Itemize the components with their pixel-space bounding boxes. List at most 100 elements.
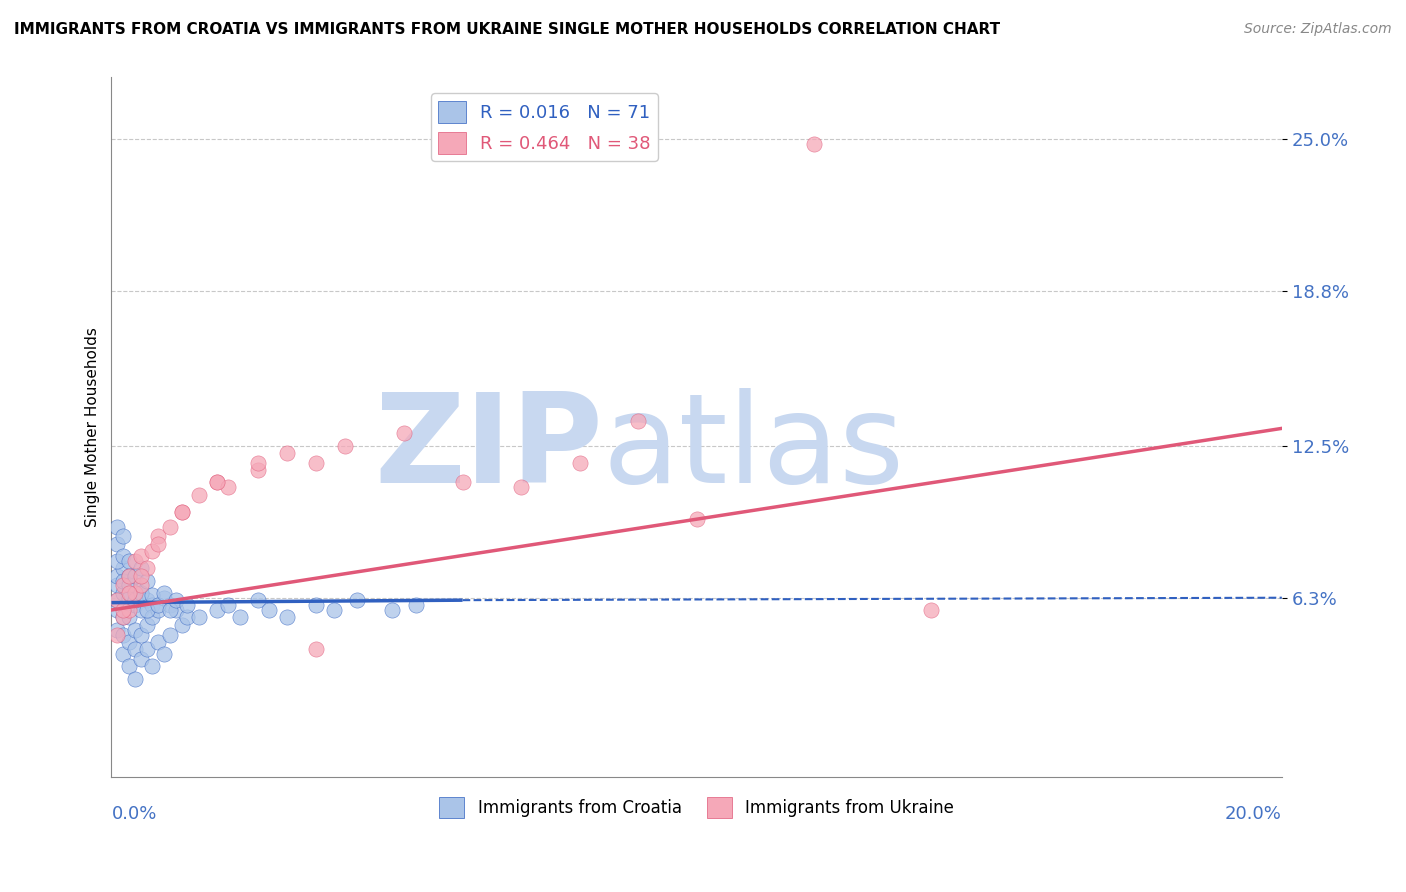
Point xyxy=(112,549,135,563)
Point xyxy=(188,488,211,502)
Point xyxy=(112,610,135,624)
Point xyxy=(276,610,298,624)
Point xyxy=(124,578,146,592)
Point xyxy=(105,593,128,607)
Point xyxy=(510,480,533,494)
Point xyxy=(165,593,187,607)
Point xyxy=(381,603,404,617)
Point xyxy=(259,603,281,617)
Point xyxy=(124,586,146,600)
Point xyxy=(305,598,328,612)
Point xyxy=(217,480,239,494)
Point xyxy=(148,529,170,543)
Point xyxy=(141,659,163,673)
Point xyxy=(170,617,193,632)
Point xyxy=(129,578,152,592)
Point xyxy=(118,610,141,624)
Point xyxy=(129,549,152,563)
Point xyxy=(124,623,146,637)
Point xyxy=(135,574,157,588)
Point xyxy=(322,603,344,617)
Point xyxy=(105,603,128,617)
Point xyxy=(451,475,474,490)
Point xyxy=(118,603,141,617)
Point xyxy=(141,544,163,558)
Point xyxy=(124,672,146,686)
Point xyxy=(112,529,135,543)
Point xyxy=(105,537,128,551)
Point xyxy=(135,561,157,575)
Point xyxy=(112,561,135,575)
Point xyxy=(305,456,328,470)
Point xyxy=(112,627,135,641)
Legend: Immigrants from Croatia, Immigrants from Ukraine: Immigrants from Croatia, Immigrants from… xyxy=(433,791,960,824)
Point xyxy=(118,568,141,582)
Point xyxy=(105,627,128,641)
Point xyxy=(112,610,135,624)
Point xyxy=(118,591,141,605)
Point xyxy=(246,593,269,607)
Point xyxy=(568,456,591,470)
Point xyxy=(105,593,128,607)
Point xyxy=(803,136,825,151)
Point xyxy=(118,554,141,568)
Point xyxy=(124,593,146,607)
Point xyxy=(246,463,269,477)
Point xyxy=(124,554,146,568)
Point xyxy=(124,642,146,657)
Point xyxy=(205,603,228,617)
Point xyxy=(105,554,128,568)
Text: atlas: atlas xyxy=(603,388,905,508)
Y-axis label: Single Mother Households: Single Mother Households xyxy=(86,327,100,527)
Point xyxy=(135,642,157,657)
Point xyxy=(112,578,135,592)
Text: ZIP: ZIP xyxy=(374,388,603,508)
Point xyxy=(105,568,128,582)
Point xyxy=(176,598,198,612)
Point xyxy=(124,598,146,612)
Point xyxy=(148,603,170,617)
Point xyxy=(105,578,128,592)
Point xyxy=(153,647,176,661)
Point xyxy=(305,642,328,657)
Point xyxy=(118,659,141,673)
Point xyxy=(148,598,170,612)
Point xyxy=(118,568,141,582)
Point xyxy=(129,603,152,617)
Point xyxy=(205,475,228,490)
Point xyxy=(141,588,163,602)
Point xyxy=(246,456,269,470)
Point xyxy=(118,635,141,649)
Point xyxy=(170,505,193,519)
Point xyxy=(112,586,135,600)
Point xyxy=(129,652,152,666)
Text: 0.0%: 0.0% xyxy=(111,805,157,822)
Point xyxy=(129,586,152,600)
Point xyxy=(276,446,298,460)
Point xyxy=(165,603,187,617)
Point xyxy=(129,561,152,575)
Point xyxy=(118,578,141,592)
Point xyxy=(141,610,163,624)
Point xyxy=(148,635,170,649)
Point xyxy=(112,574,135,588)
Point xyxy=(129,568,152,582)
Point xyxy=(153,586,176,600)
Point xyxy=(141,598,163,612)
Point xyxy=(105,519,128,533)
Point xyxy=(105,623,128,637)
Text: 20.0%: 20.0% xyxy=(1225,805,1282,822)
Point xyxy=(346,593,368,607)
Point xyxy=(159,519,181,533)
Point xyxy=(159,598,181,612)
Point xyxy=(920,603,942,617)
Text: Source: ZipAtlas.com: Source: ZipAtlas.com xyxy=(1244,22,1392,37)
Point xyxy=(118,586,141,600)
Point xyxy=(129,586,152,600)
Point xyxy=(176,610,198,624)
Point xyxy=(135,603,157,617)
Point xyxy=(405,598,427,612)
Point xyxy=(129,627,152,641)
Point xyxy=(153,591,176,605)
Point xyxy=(159,627,181,641)
